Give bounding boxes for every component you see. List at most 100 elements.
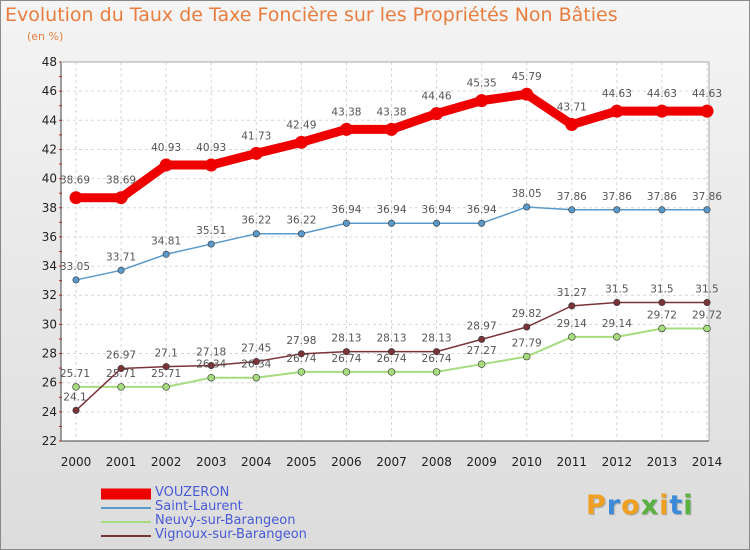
y-tick-label: 42 xyxy=(42,142,57,156)
data-point-vouzeron xyxy=(700,104,714,118)
x-tick-label: 2012 xyxy=(602,455,633,469)
data-point-saint-laurent xyxy=(703,206,711,214)
y-tick-label: 46 xyxy=(42,84,57,98)
data-point-neuvy xyxy=(658,324,666,333)
x-tick-label: 2014 xyxy=(692,455,723,469)
data-point-neuvy xyxy=(117,383,125,391)
data-label-vouzeron: 43.38 xyxy=(376,106,406,118)
legend-swatch-saint-laurent xyxy=(101,507,151,509)
data-point-vignoux xyxy=(658,299,666,307)
data-point-saint-laurent xyxy=(433,219,441,227)
data-label-neuvy: 29.14 xyxy=(602,318,632,330)
data-label-vignoux: 28.13 xyxy=(331,333,361,345)
data-point-saint-laurent xyxy=(117,266,125,274)
data-point-neuvy xyxy=(297,368,306,376)
x-tick-label: 2001 xyxy=(106,455,137,469)
data-label-neuvy: 25.71 xyxy=(151,368,181,380)
data-label-neuvy: 29.14 xyxy=(557,318,587,330)
data-point-vignoux xyxy=(568,302,576,310)
legend-swatch-neuvy xyxy=(101,521,151,523)
data-point-vouzeron xyxy=(69,191,83,205)
data-point-saint-laurent xyxy=(207,240,215,248)
data-point-neuvy xyxy=(207,374,215,382)
data-point-vouzeron xyxy=(475,94,489,108)
data-point-vouzeron xyxy=(610,104,624,118)
data-label-vignoux: 31.5 xyxy=(605,284,628,296)
data-point-vouzeron xyxy=(159,158,173,172)
data-label-vignoux: 28.97 xyxy=(467,320,497,332)
data-label-vouzeron: 44.63 xyxy=(602,88,632,100)
data-point-neuvy xyxy=(613,333,621,341)
data-point-vignoux xyxy=(207,361,215,369)
data-label-vignoux: 27.45 xyxy=(241,343,271,355)
x-tick-label: 2000 xyxy=(61,455,92,469)
data-label-neuvy: 26.34 xyxy=(196,359,226,371)
data-point-vouzeron xyxy=(655,104,669,118)
x-tick-label: 2007 xyxy=(376,455,407,469)
data-label-neuvy: 27.79 xyxy=(512,338,542,350)
x-tick-label: 2013 xyxy=(647,455,678,469)
data-label-neuvy: 25.71 xyxy=(106,368,136,380)
data-label-vignoux: 31.5 xyxy=(695,284,718,296)
data-label-saint-laurent: 37.86 xyxy=(647,191,677,203)
data-point-vignoux xyxy=(342,348,350,356)
data-label-neuvy: 29.72 xyxy=(647,309,677,321)
data-label-vouzeron: 44.63 xyxy=(647,88,677,100)
legend-label-saint-laurent: Saint-Laurent xyxy=(155,499,243,514)
data-point-neuvy xyxy=(432,368,441,376)
data-label-saint-laurent: 33.05 xyxy=(60,261,90,273)
data-point-vignoux xyxy=(433,348,441,356)
data-point-vignoux xyxy=(252,358,260,366)
y-tick-label: 24 xyxy=(42,405,57,419)
data-point-vouzeron xyxy=(565,118,579,132)
data-label-vignoux: 29.82 xyxy=(512,308,542,320)
x-tick-label: 2005 xyxy=(286,455,317,469)
logo-letter: t xyxy=(669,490,684,521)
data-point-saint-laurent xyxy=(658,206,666,214)
data-label-saint-laurent: 36.94 xyxy=(422,204,452,216)
data-label-neuvy: 26.74 xyxy=(376,353,406,365)
data-label-saint-laurent: 36.94 xyxy=(467,204,497,216)
data-point-saint-laurent xyxy=(297,230,305,238)
data-label-saint-laurent: 37.86 xyxy=(557,191,587,203)
data-label-vouzeron: 43.71 xyxy=(557,102,587,114)
data-point-neuvy xyxy=(703,324,711,333)
data-point-vouzeron xyxy=(385,122,398,136)
legend-label-vignoux: Vignoux-sur-Barangeon xyxy=(155,527,307,542)
data-label-neuvy: 26.74 xyxy=(331,353,361,365)
data-label-neuvy: 26.34 xyxy=(241,359,271,371)
data-label-layer: 38.69 38.69 40.93 40.93 41.73 42.49 43.38 43.38… xyxy=(60,71,722,403)
data-label-vouzeron: 44.46 xyxy=(422,91,452,103)
data-point-vouzeron xyxy=(430,107,444,121)
data-label-vouzeron: 42.49 xyxy=(286,119,316,131)
data-label-saint-laurent: 36.22 xyxy=(241,215,271,227)
data-point-saint-laurent xyxy=(613,206,621,214)
data-label-neuvy: 26.74 xyxy=(286,353,316,365)
y-tick-label: 30 xyxy=(42,317,57,331)
data-point-vignoux xyxy=(162,363,170,371)
data-label-saint-laurent: 34.81 xyxy=(151,235,181,247)
data-label-vignoux: 27.18 xyxy=(196,346,226,358)
data-point-vignoux xyxy=(613,299,621,307)
data-label-vignoux: 31.5 xyxy=(650,284,673,296)
data-label-vouzeron: 41.73 xyxy=(241,130,271,142)
data-label-saint-laurent: 36.94 xyxy=(376,204,406,216)
y-tick-label: 38 xyxy=(42,201,57,215)
data-label-vouzeron: 38.69 xyxy=(106,175,136,187)
y-tick-label: 48 xyxy=(42,55,57,69)
data-point-vouzeron xyxy=(204,158,218,172)
chart-title: Evolution du Taux de Taxe Foncière sur l… xyxy=(5,4,618,26)
y-tick-label: 40 xyxy=(42,172,57,186)
data-point-neuvy xyxy=(387,368,396,376)
data-label-neuvy: 29.72 xyxy=(692,309,722,321)
legend-swatch-vignoux xyxy=(101,535,151,537)
data-point-vignoux xyxy=(387,348,395,356)
data-label-saint-laurent: 37.86 xyxy=(692,191,722,203)
x-tick-label: 2006 xyxy=(331,455,362,469)
data-label-vouzeron: 38.69 xyxy=(60,175,90,187)
x-tick-label: 2011 xyxy=(557,455,588,469)
data-point-saint-laurent xyxy=(342,219,350,227)
data-point-saint-laurent xyxy=(568,206,576,214)
